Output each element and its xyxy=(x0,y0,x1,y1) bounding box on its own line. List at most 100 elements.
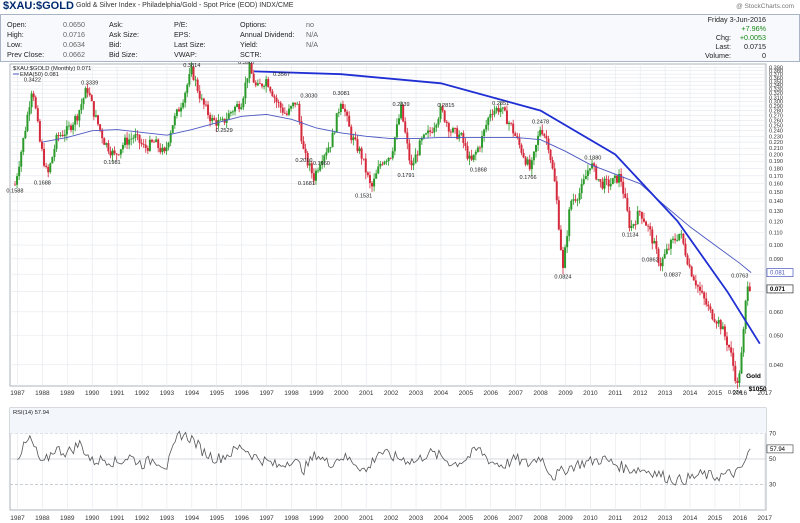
price-bar-body xyxy=(593,163,596,166)
price-bar-body xyxy=(298,103,301,122)
price-bar-body xyxy=(121,145,124,150)
price-x-tick-label: 2008 xyxy=(533,390,548,397)
price-x-tick-label: 2007 xyxy=(508,390,523,397)
price-bar-body xyxy=(200,98,203,100)
price-bar-body xyxy=(304,148,307,154)
price-bar-body xyxy=(61,134,64,137)
price-x-tick-label: 2005 xyxy=(459,390,474,397)
price-bar-body xyxy=(283,112,286,114)
price-bar-body xyxy=(192,66,195,80)
price-bar-body xyxy=(694,280,697,286)
rsi-x-tick-label: 2012 xyxy=(633,515,648,522)
price-bar-body xyxy=(748,286,751,292)
rsi-x-tick-label: 2004 xyxy=(434,515,449,522)
price-bar-body xyxy=(371,182,374,187)
price-x-tick-label: 2000 xyxy=(334,390,349,397)
price-x-tick-label: 2012 xyxy=(633,390,648,397)
watermark: @ StockCharts.com xyxy=(736,3,794,10)
price-y-tick-label: 0.340 xyxy=(769,83,783,89)
price-annotation-label: 0.2839 xyxy=(393,102,410,108)
price-bar-body xyxy=(175,109,178,116)
rsi-x-tick-label: 1998 xyxy=(284,515,299,522)
price-bar-body xyxy=(45,165,48,167)
price-bar-body xyxy=(549,149,552,160)
price-y-tick-label: 0.240 xyxy=(769,129,783,135)
price-annotation-label: 0.2529 xyxy=(216,128,233,134)
price-bar-body xyxy=(173,115,176,126)
price-y-tick-label: 0.360 xyxy=(769,76,783,82)
price-bar-body xyxy=(682,233,685,244)
price-bar-body xyxy=(649,226,652,230)
price-bar-body xyxy=(684,243,687,256)
price-bar-body xyxy=(221,118,224,120)
price-bar-body xyxy=(94,115,97,117)
price-bar-body xyxy=(626,197,629,211)
price-bar-body xyxy=(373,178,376,187)
price-bar-body xyxy=(406,132,409,144)
price-bar-body xyxy=(32,93,35,98)
rsi-x-tick-label: 2010 xyxy=(583,515,598,522)
price-bar-body xyxy=(157,139,160,148)
price-annotation-label: 0.3567 xyxy=(273,72,290,78)
price-bar-body xyxy=(522,152,525,158)
price-y-tick-label: 0.370 xyxy=(769,72,783,78)
price-bar-body xyxy=(333,132,336,134)
price-bar-body xyxy=(615,175,618,183)
rsi-x-tick-label: 1993 xyxy=(160,515,175,522)
price-bar-body xyxy=(651,229,654,244)
rsi-x-tick-label: 2016 xyxy=(733,515,748,522)
price-bar-body xyxy=(599,179,602,182)
rsi-x-tick-label: 2006 xyxy=(484,515,499,522)
price-y-tick-label: 0.320 xyxy=(769,91,783,97)
price-last-tag xyxy=(766,284,794,294)
price-bar-body xyxy=(59,134,62,136)
price-bar-body xyxy=(82,98,85,105)
price-bar-body xyxy=(466,146,469,159)
price-x-tick-label: 1987 xyxy=(10,390,25,397)
bid-label: Bid: xyxy=(109,40,122,49)
price-bar-body xyxy=(387,157,390,162)
price-bar-body xyxy=(234,106,237,112)
price-bar-body xyxy=(420,138,423,141)
rsi-x-tick-label: 2001 xyxy=(359,515,374,522)
price-bar-body xyxy=(105,143,108,145)
price-bar-body xyxy=(510,122,513,124)
price-y-tick-label: 0.350 xyxy=(769,79,783,85)
price-annotation-label: 0.1134 xyxy=(622,233,639,239)
price-bar-body xyxy=(344,108,347,112)
price-bar-body xyxy=(184,92,187,103)
price-annotation-label: 0.1531 xyxy=(355,193,372,199)
yield-value: N/A xyxy=(306,40,318,49)
price-bar-body xyxy=(686,255,689,265)
price-bar-body xyxy=(746,286,749,301)
price-bar-body xyxy=(38,121,41,142)
price-bar-body xyxy=(516,135,519,138)
rsi-x-tick-label: 2002 xyxy=(384,515,399,522)
price-bar-body xyxy=(136,134,139,136)
price-bar-body xyxy=(269,87,272,92)
price-bar-body xyxy=(439,106,442,120)
price-bar-body xyxy=(508,122,511,125)
ask-label: Ask: xyxy=(109,20,123,29)
price-bar-body xyxy=(582,179,585,184)
price-bar-body xyxy=(572,199,575,201)
price-annotation-label: 0.2815 xyxy=(437,103,454,109)
price-bar-body xyxy=(51,157,54,164)
price-bar-body xyxy=(696,285,699,287)
price-bar-body xyxy=(514,133,517,136)
price-bar-body xyxy=(16,176,19,185)
price-bar-body xyxy=(690,266,693,277)
price-bar-body xyxy=(225,118,228,123)
price-bar-body xyxy=(126,137,129,145)
pe-label: P/E: xyxy=(174,20,188,29)
price-bar-body xyxy=(665,248,668,254)
price-bar-body xyxy=(715,321,718,324)
price-y-tick-label: 0.290 xyxy=(769,104,783,110)
price-bar-body xyxy=(57,134,60,136)
price-bar-body xyxy=(53,148,56,158)
chg-label: Chg: xyxy=(715,33,731,42)
price-bar-body xyxy=(659,262,662,267)
price-bar-body xyxy=(18,166,21,177)
last-label: Last: xyxy=(715,42,731,51)
price-bar-body xyxy=(586,170,589,177)
